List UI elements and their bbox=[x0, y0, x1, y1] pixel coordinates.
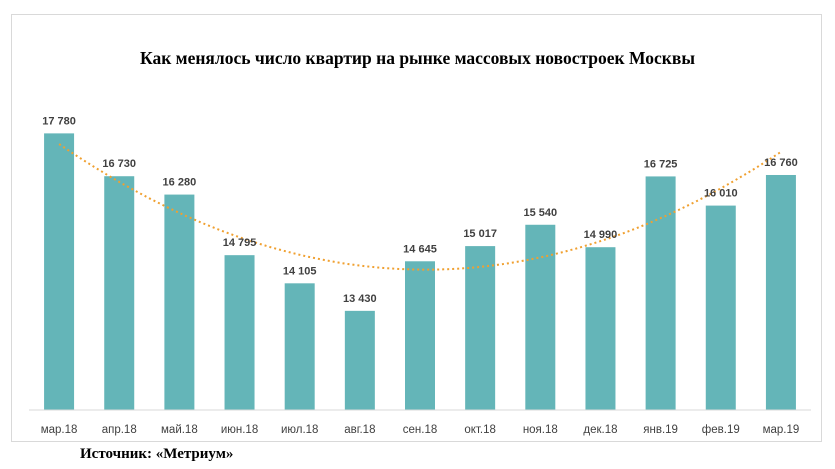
bar-мар.18 bbox=[44, 133, 75, 410]
data-label: 16 760 bbox=[764, 157, 798, 169]
chart-title: Как менялось число квартир на рынке масс… bbox=[140, 48, 695, 68]
bar-янв.19 bbox=[645, 176, 676, 410]
x-tick-label: фев.19 bbox=[702, 424, 740, 436]
data-label: 16 280 bbox=[163, 177, 197, 189]
bar-сен.18 bbox=[405, 261, 435, 410]
x-tick-label: июл.18 bbox=[281, 424, 319, 436]
bar-дек.18 bbox=[585, 247, 616, 410]
x-tick-label: авг.18 bbox=[344, 424, 375, 436]
bars-layer bbox=[44, 133, 796, 410]
bar-окт.18 bbox=[465, 246, 496, 410]
x-tick-label: мар.19 bbox=[763, 424, 800, 436]
x-tick-label: сен.18 bbox=[403, 424, 437, 436]
data-label: 15 017 bbox=[463, 228, 497, 240]
data-label: 14 645 bbox=[403, 243, 437, 255]
bar-фев.19 bbox=[705, 205, 736, 410]
data-label: 14 105 bbox=[283, 265, 317, 277]
data-label: 13 430 bbox=[343, 293, 377, 305]
labels-layer: 17 780 мар.18 16 730 апр.18 16 280 май.18 14 7… bbox=[41, 115, 800, 436]
bar-май.18 bbox=[164, 194, 195, 410]
data-label: 17 780 bbox=[42, 115, 76, 127]
bar-ноя.18 bbox=[525, 224, 556, 410]
bar-авг.18 bbox=[344, 310, 375, 410]
data-label: 14 795 bbox=[223, 237, 257, 249]
x-tick-label: дек.18 bbox=[583, 424, 617, 436]
bar-июн.18 bbox=[224, 255, 255, 410]
data-label: 16 010 bbox=[704, 188, 738, 200]
bar-мар.19 bbox=[765, 174, 796, 410]
trend-line bbox=[58, 143, 782, 271]
bar-июл.18 bbox=[284, 283, 315, 410]
bar-апр.18 bbox=[104, 176, 135, 410]
x-tick-label: май.18 bbox=[161, 424, 198, 436]
x-tick-label: мар.18 bbox=[41, 424, 78, 436]
x-tick-label: июн.18 bbox=[221, 424, 258, 436]
x-tick-label: янв.19 bbox=[643, 424, 678, 436]
data-label: 15 540 bbox=[523, 207, 557, 219]
x-tick-label: апр.18 bbox=[102, 424, 137, 436]
data-label: 16 730 bbox=[102, 158, 136, 170]
data-label: 16 725 bbox=[644, 158, 678, 170]
data-label: 14 990 bbox=[584, 229, 618, 241]
source-note: Источник: «Метриум» bbox=[80, 446, 234, 462]
x-tick-label: окт.18 bbox=[464, 424, 496, 436]
x-tick-label: ноя.18 bbox=[523, 424, 558, 436]
